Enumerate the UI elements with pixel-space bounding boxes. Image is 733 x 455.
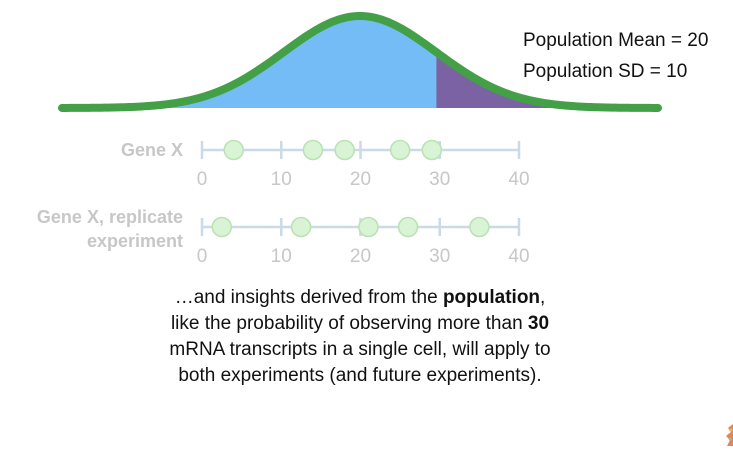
sample-dot: [290, 216, 312, 238]
row-label: Gene X, replicate experiment: [37, 207, 183, 251]
distribution-fill: [62, 16, 658, 108]
sample-dot: [397, 216, 419, 238]
distribution-tail-above-30: [436, 52, 658, 108]
sample-dot: [389, 139, 411, 161]
caption-run: …and insights derived from the: [174, 287, 443, 308]
number-line-row: Gene X, replicate experiment 0 10 20 30 40: [37, 207, 530, 267]
caption-emphasis: 30: [527, 313, 550, 334]
axis-tick-label: 30: [429, 246, 450, 267]
sample-dot: [421, 139, 443, 161]
axis-tick-label: 0: [197, 246, 208, 267]
axis-tick-label: 40: [508, 246, 529, 267]
corner-decoration-icon: [726, 424, 733, 446]
sample-dot: [469, 216, 490, 238]
sample-dot: [358, 216, 379, 238]
axis-tick-label: 0: [197, 169, 208, 190]
axis-tick-label: 40: [508, 169, 529, 190]
axis-tick-label: 10: [271, 246, 292, 267]
population-sd-label: Population SD = 10: [523, 61, 688, 82]
number-line-row: Gene X 0 10 20 30 40: [121, 139, 530, 190]
axis-tick-label: 30: [429, 169, 450, 190]
population-distribution: [58, 12, 662, 112]
caption-text: …and insights derived from the populatio…: [160, 285, 560, 389]
axis-tick-label: 10: [271, 169, 292, 190]
row-label: Gene X: [121, 140, 183, 160]
population-mean-label: Population Mean = 20: [523, 30, 709, 51]
distribution-curve: [58, 12, 662, 112]
caption-run: mRNA transcripts in a single cell, will …: [169, 339, 551, 386]
sample-dot: [334, 139, 355, 161]
axis-tick-label: 20: [350, 169, 371, 190]
axis-tick-label: 20: [350, 246, 371, 267]
sample-dot: [302, 139, 324, 161]
caption-run: , like the probability of observing more…: [170, 287, 546, 334]
sample-dot: [211, 216, 233, 238]
caption-emphasis: population: [442, 287, 541, 308]
sample-dot: [223, 139, 244, 161]
